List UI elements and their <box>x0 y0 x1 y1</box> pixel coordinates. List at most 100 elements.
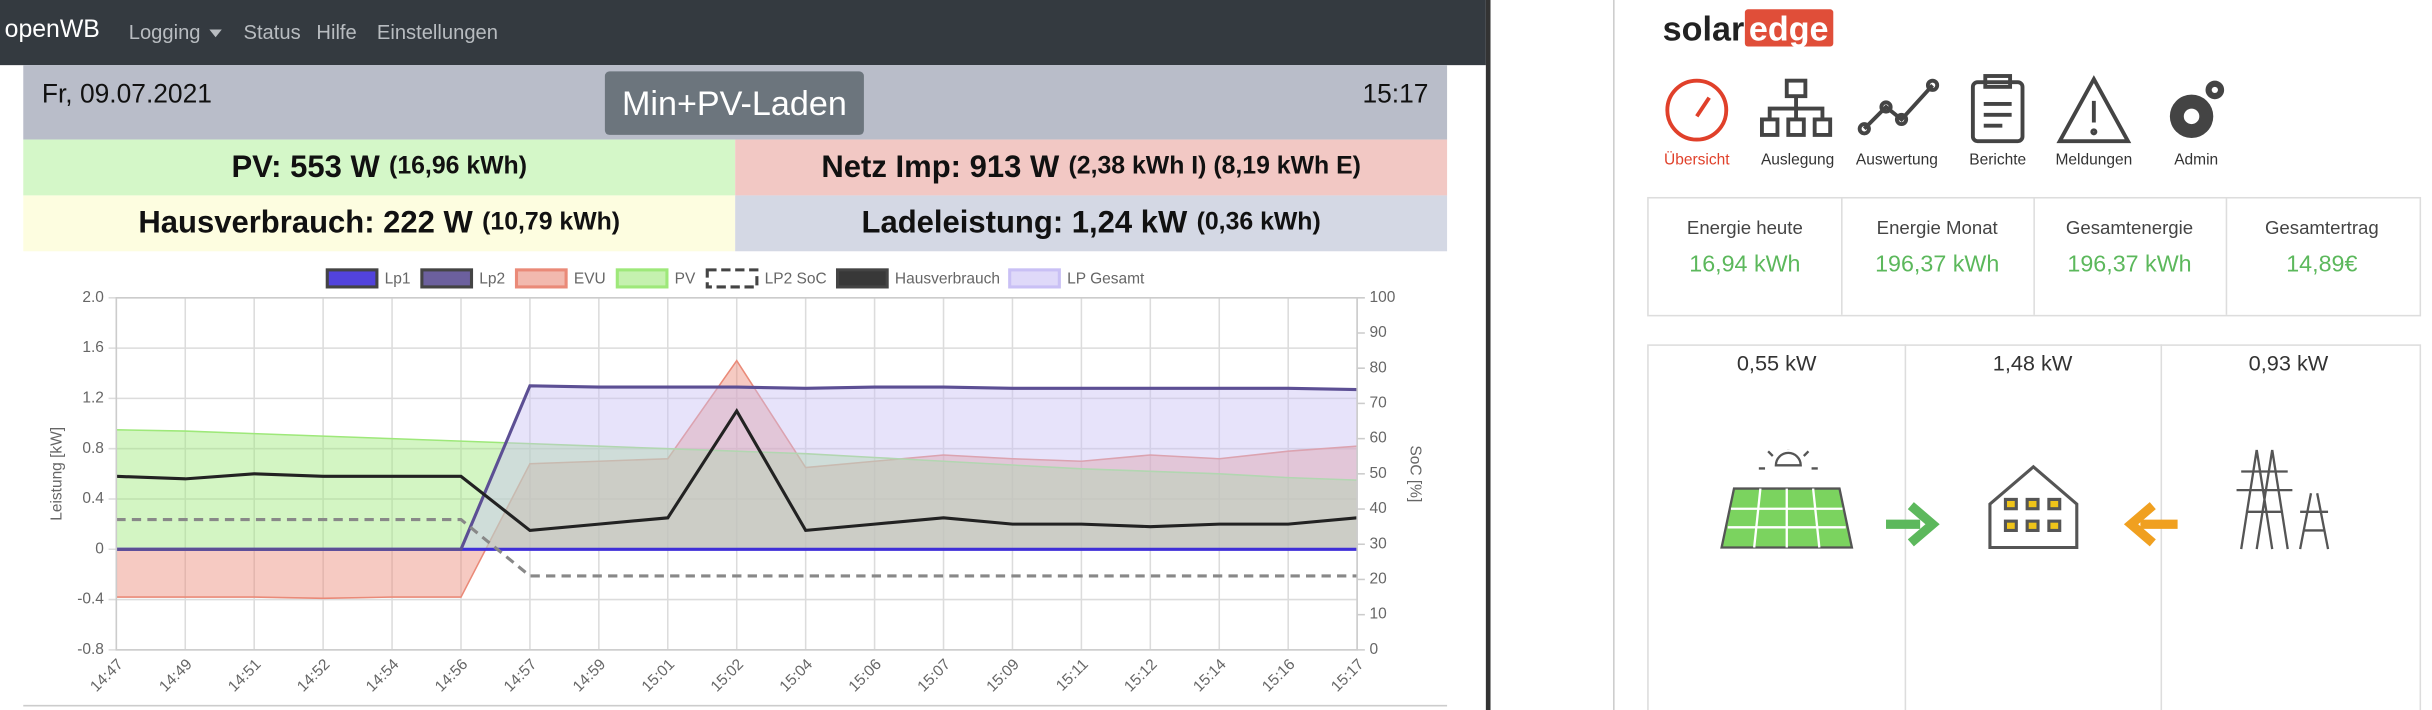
legend-swatch <box>420 268 474 289</box>
x-tick-label: 15:11 <box>1053 656 1092 695</box>
x-tick-label: 14:57 <box>501 656 540 695</box>
tab[interactable]: Admin <box>2174 151 2219 170</box>
icon-alerts[interactable] <box>2056 75 2132 144</box>
dashed-line <box>116 518 1358 578</box>
stat-value: 16,94 kWh <box>1689 251 1801 278</box>
y-tick-label: 1.6 <box>82 339 104 356</box>
stats-box <box>1647 196 2422 317</box>
pv-row: PV: 553 W (16,96 kWh) <box>23 139 736 196</box>
nav-item[interactable]: Einstellungen <box>376 20 498 44</box>
plot-border <box>115 297 1358 651</box>
y-tick-label: 1.2 <box>82 389 104 406</box>
icon-overview[interactable] <box>1665 78 1729 142</box>
area-line <box>116 429 1358 481</box>
window-edge <box>1485 0 1491 710</box>
icon-reports[interactable] <box>1970 74 2025 144</box>
tab[interactable]: Meldungen <box>2055 151 2133 170</box>
x-tick-label: 14:51 <box>225 656 264 695</box>
y2-tick-label: 20 <box>1370 571 1388 588</box>
x-tick-label: 15:06 <box>846 656 885 695</box>
flow-value: 1,48 kW <box>1992 350 2073 376</box>
panel-edge <box>1613 0 1615 710</box>
house-main: Hausverbrauch: 222 W <box>138 205 473 240</box>
stat-label: Energie heute <box>1686 217 1803 239</box>
y2-tick-label: 40 <box>1370 500 1388 517</box>
area-line <box>116 359 1358 600</box>
x-tick-label: 15:09 <box>983 656 1022 695</box>
arrow <box>1907 502 1940 547</box>
x-tick-label: 15:16 <box>1259 656 1298 695</box>
y2-tick-label: 0 <box>1370 641 1379 658</box>
x-tick-label: 15:17 <box>1328 656 1367 695</box>
legend-label: LP Gesamt <box>1067 270 1145 287</box>
line <box>116 407 1358 533</box>
legend-label: PV <box>675 270 696 287</box>
stat: Gesamtertrag 14,89€ <box>2226 199 2418 277</box>
grid-main: Netz Imp: 913 W <box>821 149 1060 184</box>
charge-main: Ladeleistung: 1,24 kW <box>861 205 1188 240</box>
x-tick-label: 15:02 <box>708 656 747 695</box>
grid-row: Netz Imp: 913 W (2,38 kWh I) (8,19 kWh E) <box>735 139 1448 196</box>
line <box>116 384 1358 551</box>
logo-edge: edge <box>1744 9 1834 48</box>
y-tick-label: 0 <box>95 540 104 557</box>
nav-item[interactable]: Status <box>243 20 301 44</box>
x-tick-label: 14:56 <box>432 656 471 695</box>
pv-detail: (16,96 kWh) <box>389 153 527 180</box>
legend-swatch <box>325 268 379 289</box>
date: Fr, 09.07.2021 <box>41 79 212 109</box>
x-tick-label: 15:04 <box>777 656 817 696</box>
y2-tick-label: 10 <box>1370 606 1388 623</box>
logo-solar: solar <box>1662 9 1745 49</box>
legend-swatch <box>514 268 568 289</box>
area-fill <box>116 385 1358 550</box>
flow-value: 0,93 kW <box>2248 350 2329 376</box>
tab[interactable]: Berichte <box>1969 151 2027 170</box>
legend-label: LP2 SoC <box>765 270 827 287</box>
flow-box <box>1647 344 2422 710</box>
y2-tick-label: 100 <box>1370 289 1396 306</box>
house-detail: (10,79 kWh) <box>482 209 621 236</box>
y2-axis-title: SoC [%] <box>1406 445 1423 502</box>
divider <box>2033 198 2035 315</box>
divider <box>2225 198 2228 315</box>
charge-detail: (0,36 kWh) <box>1196 209 1321 236</box>
tab[interactable]: Übersicht <box>1664 151 1730 170</box>
y2-tick-label: 50 <box>1370 465 1388 482</box>
brand[interactable]: openWB <box>4 17 100 44</box>
status-bar: Fr, 09.07.2021 Min+PV-Laden 15:17 <box>23 65 1448 140</box>
icon-admin[interactable] <box>2169 80 2225 139</box>
x-tick-label: 14:59 <box>570 656 609 695</box>
icon-evaluation[interactable] <box>1857 78 1940 136</box>
tab-icons <box>1665 74 2225 144</box>
y2-tick-label: 30 <box>1370 535 1388 552</box>
icon-layout[interactable] <box>1759 78 1833 137</box>
mode-button[interactable]: Min+PV-Laden <box>604 71 864 135</box>
stat-value: 196,37 kWh <box>1875 251 2000 278</box>
solaredge-logo[interactable]: solar edge <box>1662 9 1834 49</box>
time: 15:17 <box>1362 79 1429 109</box>
nav-item[interactable]: Logging <box>128 20 201 44</box>
stat-value: 196,37 kWh <box>2067 251 2192 278</box>
nav-item[interactable]: Hilfe <box>316 20 357 44</box>
x-tick-label: 15:01 <box>639 656 678 695</box>
legend-label: Lp1 <box>385 270 411 287</box>
pylon-icon <box>2236 449 2330 550</box>
legend-swatch <box>615 268 669 289</box>
tab[interactable]: Auswertung <box>1855 151 1938 170</box>
stat: Energie heute 16,94 kWh <box>1649 199 1841 278</box>
y2-tick-label: 80 <box>1370 359 1388 376</box>
stat-label: Energie Monat <box>1876 217 1998 239</box>
y-axis-title: Leistung [kW] <box>48 427 65 521</box>
stat: Gesamtenergie 196,37 kWh <box>2033 199 2225 278</box>
tab[interactable]: Auslegung <box>1760 151 1835 170</box>
pv-main: PV: 553 W <box>231 149 380 184</box>
y-tick-label: -0.4 <box>77 591 104 608</box>
legend-label: Hausverbrauch <box>895 270 1000 287</box>
legend-label: EVU <box>574 270 606 287</box>
stat-label: Gesamtenergie <box>2065 217 2194 239</box>
arrow <box>2123 502 2156 547</box>
solar-icon <box>1720 449 1854 549</box>
